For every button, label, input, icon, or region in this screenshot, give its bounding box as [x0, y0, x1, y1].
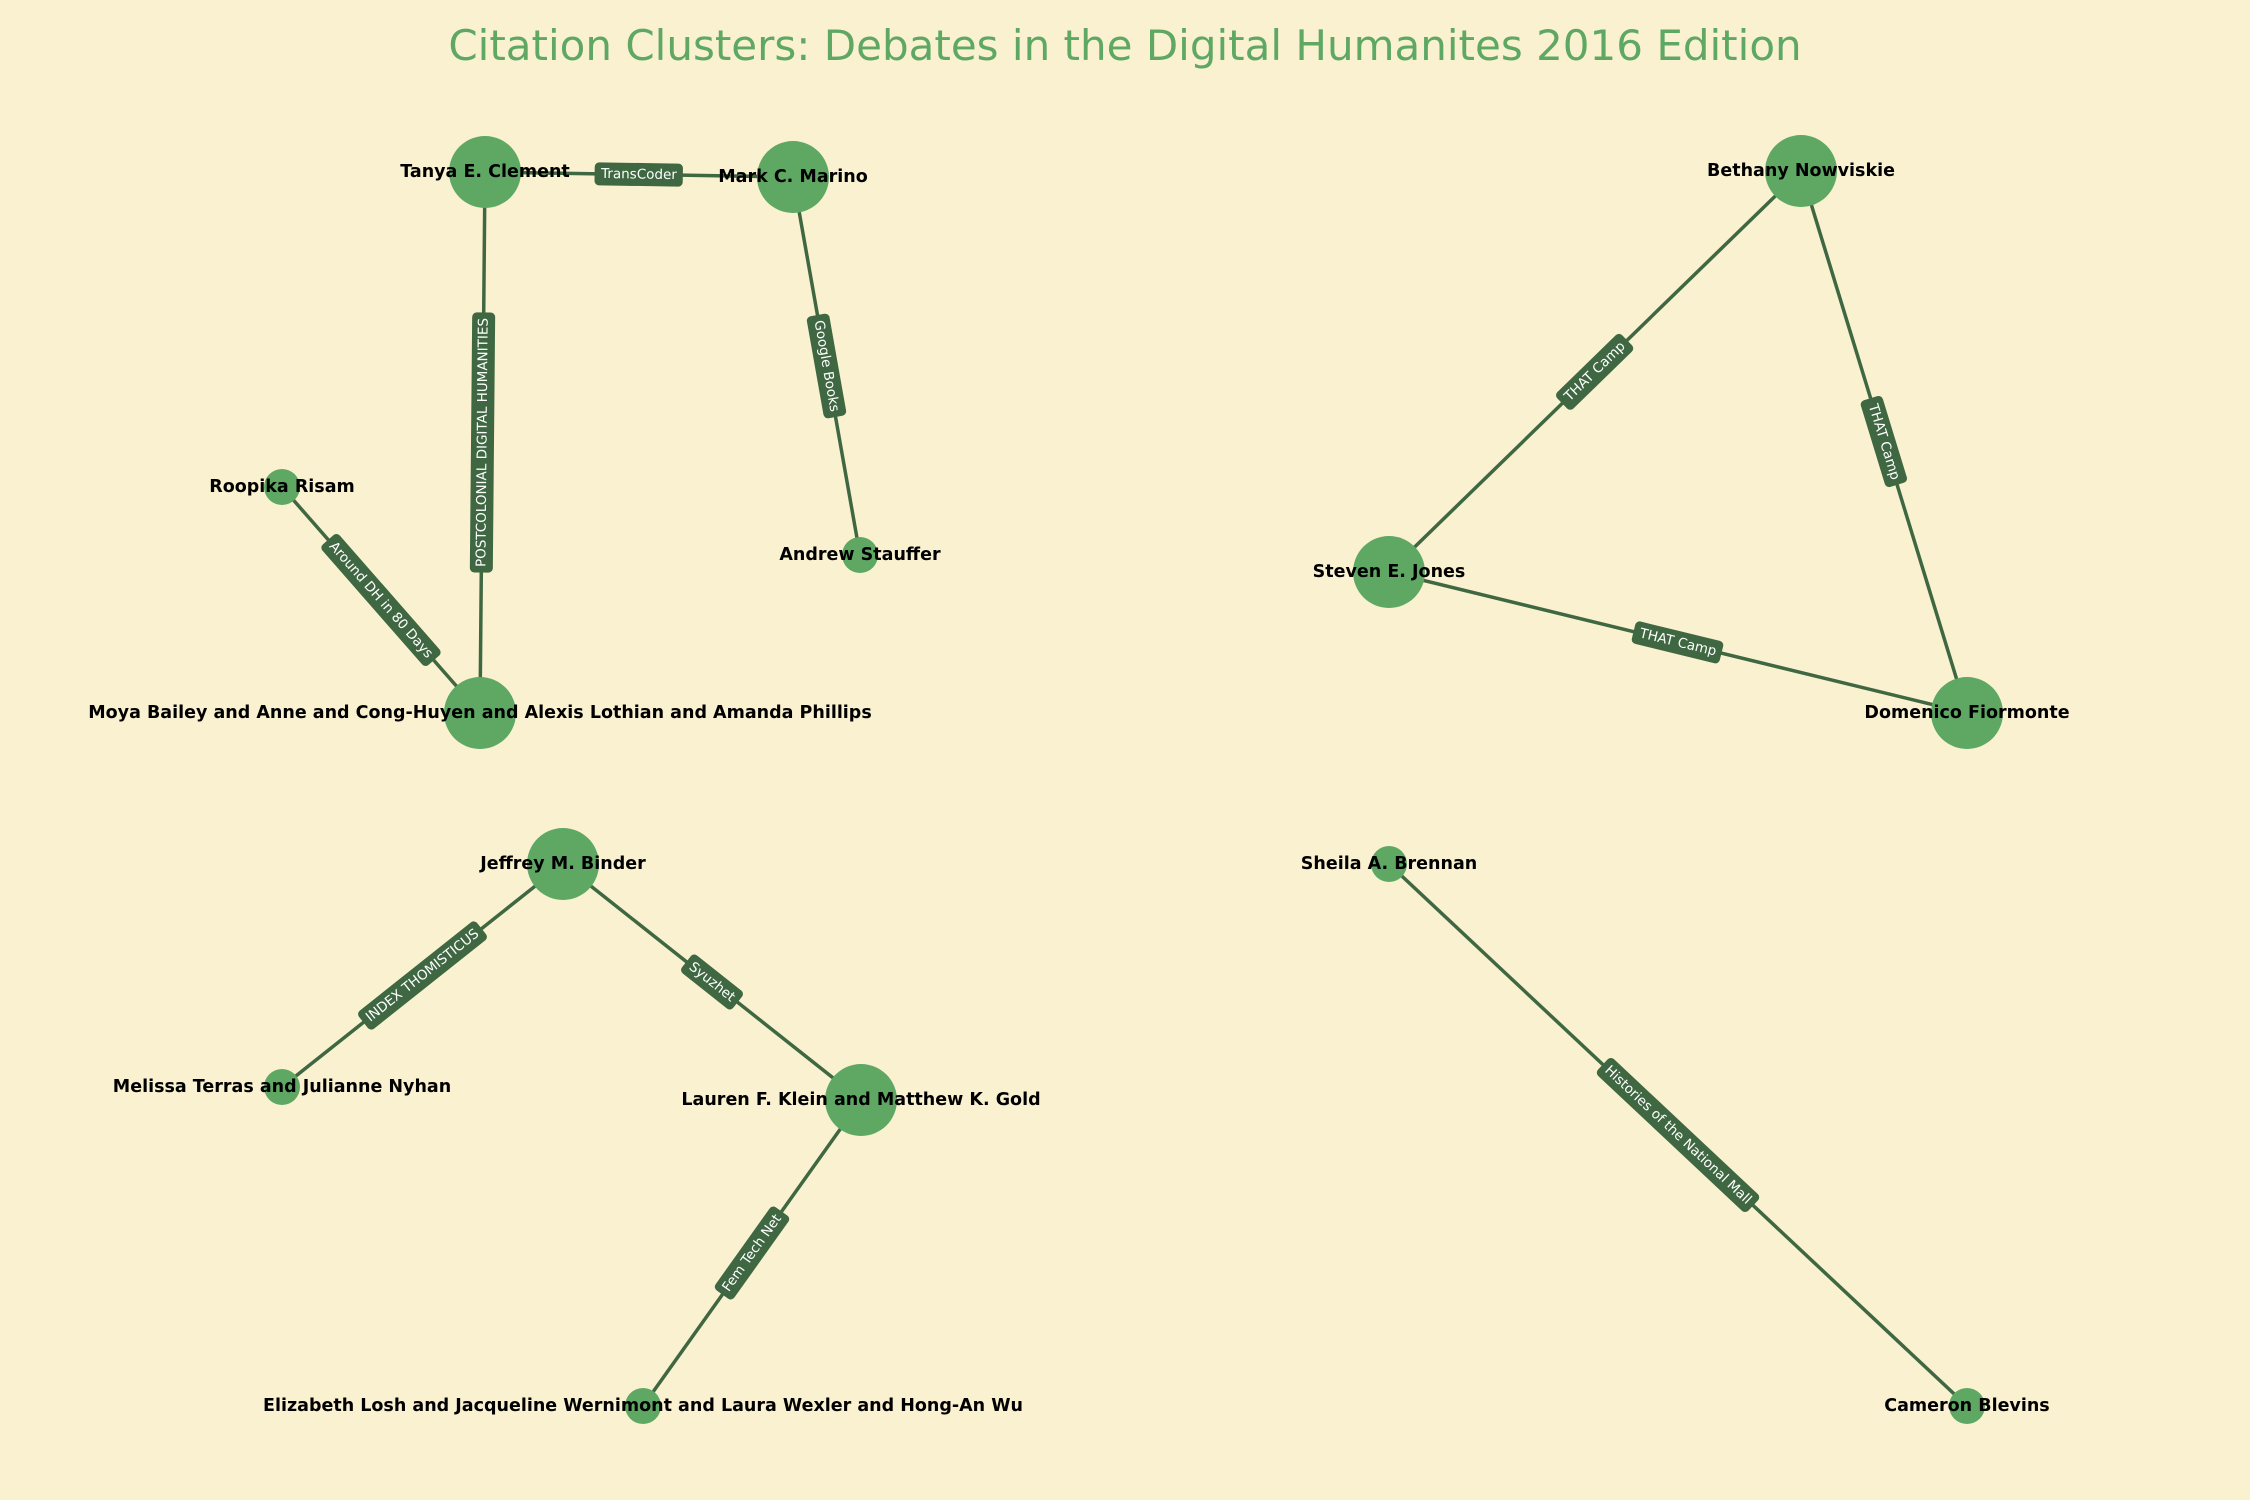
node-label-klein: Lauren F. Klein and Matthew K. Gold [681, 1090, 1040, 1110]
edge-label-box [1556, 333, 1634, 410]
node-label-jones: Steven E. Jones [1313, 562, 1466, 582]
edge-label-box [681, 954, 743, 1010]
node-fiormonte [1931, 677, 2003, 749]
edge-label-text: TransCoder [600, 166, 677, 183]
edge-label-index-thomisticus: INDEX THOMISTICUS [358, 921, 487, 1030]
node-terras [264, 1069, 300, 1105]
edge-label-that-camp: THAT Camp [1860, 395, 1907, 488]
edge-label-that-camp: THAT Camp [1631, 621, 1724, 664]
node-label-nowviskie: Bethany Nowviskie [1707, 161, 1895, 181]
node-label-tanya: Tanya E. Clement [400, 162, 570, 182]
node-label-risam: Roopika Risam [209, 477, 355, 497]
node-label-losh: Elizabeth Losh and Jacqueline Wernimont … [263, 1396, 1023, 1416]
node-nowviskie [1765, 135, 1837, 207]
edge-label-that-camp: THAT Camp [1556, 333, 1634, 410]
edge-label-around-dh-in-80-days: Around DH in 80 Days [321, 533, 441, 667]
node-label-blevins: Cameron Blevins [1884, 1396, 2049, 1416]
edge-label-fem-tech-net: Fem Tech Net [714, 1206, 790, 1300]
nodes-layer [264, 135, 2003, 1424]
edge-label-box [469, 312, 496, 573]
node-losh [625, 1388, 661, 1424]
edge-label-histories-of-the-national-mall: Histories of the National Mall [1596, 1057, 1760, 1213]
node-binder [527, 828, 599, 900]
edge-label-box [1860, 395, 1907, 488]
edge-label-box [358, 921, 487, 1030]
node-label-stauffer: Andrew Stauffer [779, 545, 941, 565]
edge-label-transcoder: TransCoder [594, 162, 683, 187]
edge-label-text: Histories of the National Mall [1601, 1062, 1754, 1207]
node-risam [264, 469, 300, 505]
node-bailey [444, 677, 516, 749]
edge-label-postcolonial-digital-humanities: POSTCOLONIAL DIGITAL HUMANITIES [469, 312, 496, 573]
edge-label-text: POSTCOLONIAL DIGITAL HUMANITIES [473, 318, 491, 567]
edge-label-box [1596, 1057, 1760, 1213]
edge-label-text: THAT Camp [1637, 625, 1718, 659]
node-label-marino: Mark C. Marino [718, 167, 868, 187]
node-labels-layer: Tanya E. Clement Mark C. Marino Andrew Sta… [88, 161, 2069, 1416]
node-label-brennan: Sheila A. Brennan [1301, 854, 1477, 874]
chart-title: Citation Clusters: Debates in the Digita… [448, 21, 1801, 70]
node-label-fiormonte: Domenico Fiormonte [1864, 703, 2069, 723]
node-brennan [1371, 846, 1407, 882]
edge-label-syuzhet: Syuzhet [681, 954, 743, 1010]
edge-label-box [1631, 621, 1724, 664]
edge-label-text: Around DH in 80 Days [326, 539, 436, 662]
edge-labels-layer: TransCoder Google Books POSTCOLONIAL DIGIT… [321, 162, 1907, 1300]
node-label-bailey: Moya Bailey and Anne and Cong-Huyen and … [88, 703, 872, 723]
edge-label-box [806, 313, 847, 419]
edge-label-text: Fem Tech Net [719, 1211, 785, 1294]
node-blevins [1949, 1388, 1985, 1424]
node-klein [825, 1064, 897, 1136]
node-label-terras: Melissa Terras and Julianne Nyhan [113, 1077, 451, 1097]
node-marino [757, 141, 829, 213]
node-tanya [449, 136, 521, 208]
edge-label-box [594, 162, 683, 187]
edge-label-google-books: Google Books [806, 313, 847, 419]
edge-label-text: THAT Camp [1561, 338, 1629, 405]
node-jones [1353, 536, 1425, 608]
edges-layer [280, 169, 1969, 1408]
edge-label-box [321, 533, 441, 667]
node-label-binder: Jeffrey M. Binder [479, 854, 646, 874]
edge-label-box [714, 1206, 790, 1300]
edge-label-text: INDEX THOMISTICUS [363, 926, 483, 1025]
node-stauffer [842, 537, 878, 573]
